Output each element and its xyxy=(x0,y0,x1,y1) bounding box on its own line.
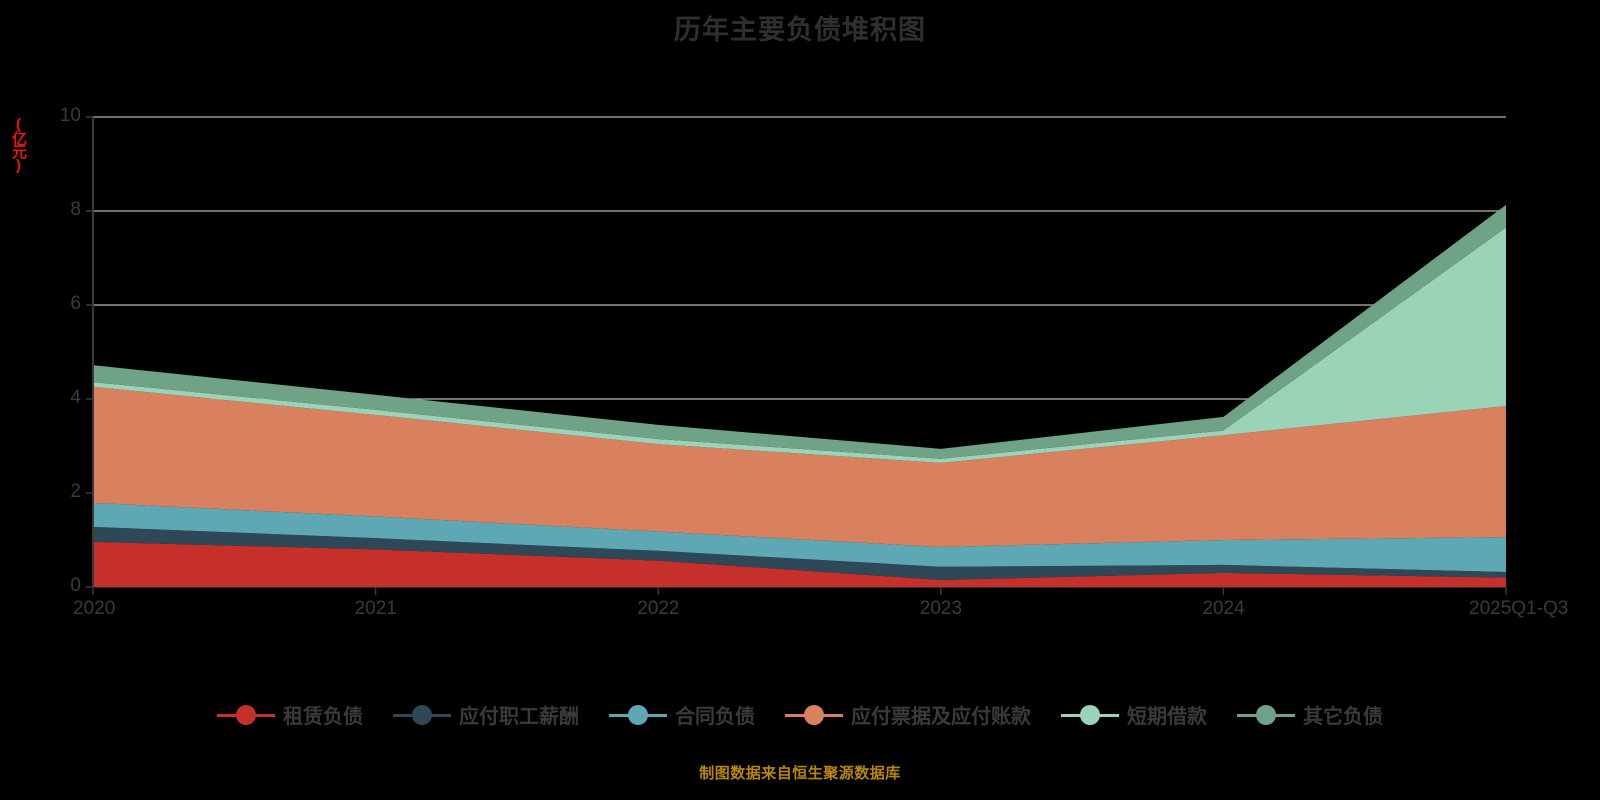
legend-label: 应付票据及应付账款 xyxy=(851,706,1031,728)
area-series-0 xyxy=(93,541,1506,587)
y-tick-label: 2 xyxy=(70,481,81,502)
tick-marks xyxy=(86,116,1507,595)
y-tick-label: 0 xyxy=(70,575,81,596)
legend-item-4[interactable]: 短期借款 xyxy=(1061,700,1207,729)
legend-label: 其它负债 xyxy=(1303,706,1383,728)
legend-marker-icon xyxy=(609,704,667,725)
area-series-1 xyxy=(93,526,1506,580)
footer-note: 制图数据来自恒生聚源数据库 xyxy=(699,765,901,782)
x-tick-label: 2023 xyxy=(919,598,963,619)
legend-label: 合同负债 xyxy=(675,706,755,728)
x-tick-label: 2025Q1-Q3 xyxy=(1469,598,1569,619)
y-tick-label: 8 xyxy=(70,199,81,220)
y-tick-label: 6 xyxy=(70,293,81,314)
legend-item-5[interactable]: 其它负债 xyxy=(1237,700,1383,729)
area-series-3 xyxy=(93,386,1506,548)
legend-item-1[interactable]: 应付职工薪酬 xyxy=(393,700,579,729)
legend-marker-icon xyxy=(1061,704,1119,725)
legend-label: 短期借款 xyxy=(1127,706,1207,728)
x-tick-label: 2021 xyxy=(354,598,397,619)
x-tick-label: 2022 xyxy=(637,598,680,619)
area-series-2 xyxy=(93,502,1506,572)
legend-dot-icon xyxy=(804,704,824,725)
x-tick-label: 2020 xyxy=(73,598,116,619)
y-axis-label: (亿元) xyxy=(10,116,27,172)
area-series-group xyxy=(93,204,1506,587)
legend-dot-icon xyxy=(412,704,432,725)
legend-marker-icon xyxy=(785,704,843,725)
legend-dot-icon xyxy=(1080,704,1100,725)
legend-item-3[interactable]: 应付票据及应付账款 xyxy=(785,700,1031,729)
x-tick-label: 2024 xyxy=(1202,598,1245,619)
chart-legend: 租赁负债 应付职工薪酬 合同负债 应付票据及应付账款 短期借款 其它负债 xyxy=(0,700,1600,729)
legend-label: 租赁负债 xyxy=(283,706,363,728)
legend-item-0[interactable]: 租赁负债 xyxy=(217,700,363,729)
legend-marker-icon xyxy=(393,704,451,725)
legend-marker-icon xyxy=(1237,704,1295,725)
page-title: 历年主要负债堆积图 xyxy=(674,15,926,45)
legend-dot-icon xyxy=(236,704,256,725)
legend-dot-icon xyxy=(1256,704,1276,725)
legend-item-2[interactable]: 合同负债 xyxy=(609,700,755,729)
y-tick-label: 10 xyxy=(59,105,81,126)
y-tick-label: 4 xyxy=(70,387,81,408)
legend-dot-icon xyxy=(628,704,648,725)
legend-label: 应付职工薪酬 xyxy=(459,706,579,728)
legend-marker-icon xyxy=(217,704,275,725)
